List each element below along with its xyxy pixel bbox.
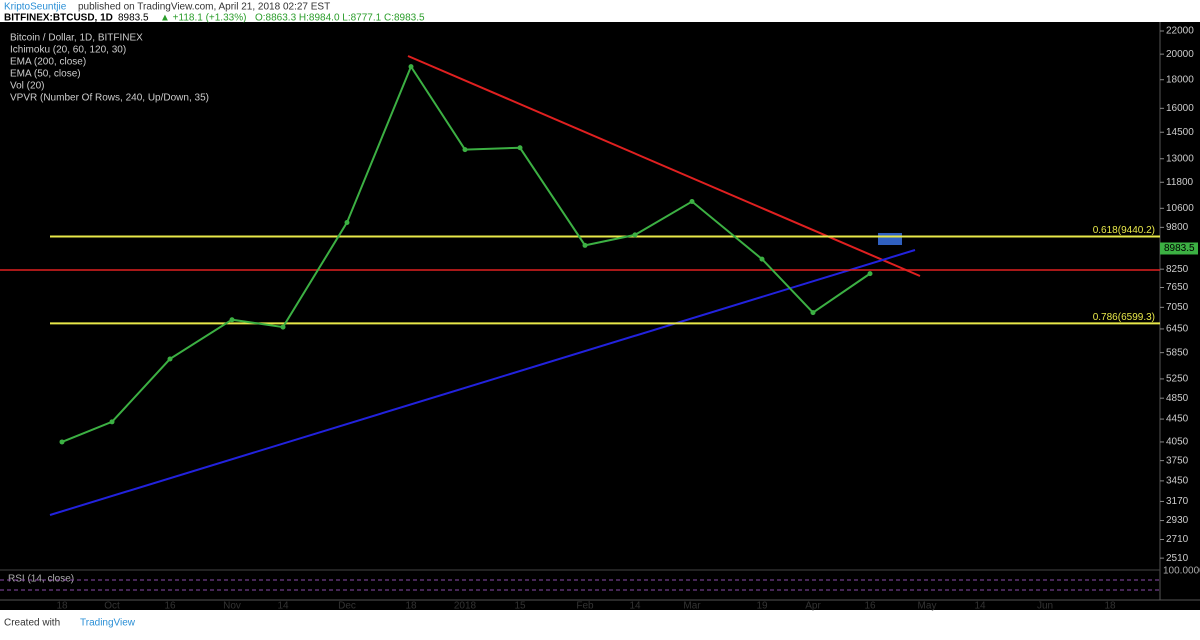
y-tick-label: 4850 [1166,393,1189,404]
price-point [759,256,765,262]
brand[interactable]: TradingView [80,618,136,629]
price-point [462,147,468,153]
y-tick-label: 8250 [1166,264,1189,275]
price-point [280,324,286,330]
y-tick-label: 14500 [1166,127,1194,138]
y-tick-label: 2510 [1166,553,1189,564]
y-tick-label: 18000 [1166,74,1194,85]
price-point [810,310,816,316]
price-point [632,232,638,238]
indicator: EMA (200, close) [10,57,86,68]
indicator: Vol (20) [10,81,44,92]
rsi-tick: 100.0000 [1163,566,1200,577]
published: published on TradingView.com, April 21, … [78,2,330,13]
y-tick-label: 22000 [1166,26,1194,37]
y-tick-label: 20000 [1166,49,1194,60]
x-tick-label: 2018 [454,601,477,612]
y-tick-label: 13000 [1166,153,1194,164]
y-tick-label: 3450 [1166,476,1189,487]
price-point [344,219,350,225]
y-tick-label: 3750 [1166,455,1189,466]
rsi-label: RSI (14, close) [8,574,74,585]
y-tick-label: 4050 [1166,437,1189,448]
x-tick-label: Nov [223,601,241,612]
x-tick-label: 15 [514,601,526,612]
indicator: Ichimoku (20, 60, 120, 30) [10,45,126,56]
last-price-label: 8983.5 [1164,243,1195,254]
x-tick-label: Dec [338,601,356,612]
trendline [407,55,921,277]
y-tick-label: 16000 [1166,103,1194,114]
x-tick-label: 14 [629,601,641,612]
y-tick-label: 10600 [1166,203,1194,214]
y-tick-label: 9800 [1166,222,1189,233]
change: ▲ +118.1 (+1.33%) [160,13,246,24]
x-tick-label: 16 [164,601,176,612]
target-box [878,233,902,245]
x-tick-label: Feb [576,601,594,612]
y-tick-label: 2710 [1166,534,1189,545]
x-tick-label: 18 [1104,601,1116,612]
x-tick-label: Mar [683,601,701,612]
price-point [109,419,115,425]
fib-label: 0.618(9440.2) [1093,225,1155,236]
symbol: BITFINEX:BTCUSD, 1D [4,13,113,24]
price-point [59,439,65,445]
ohlc: O:8863.3 H:8984.0 L:8777.1 C:8983.5 [255,13,425,24]
x-tick-label: 18 [56,601,68,612]
last: 8983.5 [118,13,149,24]
price-point [517,145,523,151]
fib-label: 0.786(6599.3) [1093,312,1155,323]
price-point [408,64,414,70]
x-tick-label: 19 [756,601,768,612]
last-price-tag [1160,242,1198,255]
y-tick-label: 4450 [1166,414,1189,425]
x-tick-label: 16 [864,601,876,612]
price-point [229,317,235,323]
indicator: EMA (50, close) [10,69,81,80]
y-tick-label: 3170 [1166,496,1189,507]
y-tick-label: 2930 [1166,515,1189,526]
y-tick-label: 11800 [1166,177,1194,188]
indicator: VPVR (Number Of Rows, 240, Up/Down, 35) [10,93,209,104]
x-tick-label: Jun [1037,601,1053,612]
x-tick-label: Oct [104,601,120,612]
y-tick-label: 7650 [1166,282,1189,293]
x-tick-label: Apr [805,601,821,612]
y-tick-label: 6450 [1166,324,1189,335]
author[interactable]: KriptoSeuntjie [4,2,67,13]
x-tick-label: May [918,601,937,612]
chart-title: Bitcoin / Dollar, 1D, BITFINEX [10,33,143,44]
price-point [689,199,695,205]
trendline [49,249,916,516]
chart-bg [0,22,1200,610]
price-point [867,271,873,277]
x-tick-label: 14 [974,601,986,612]
y-tick-label: 7050 [1166,302,1189,313]
y-tick-label: 5250 [1166,374,1189,385]
x-tick-label: 18 [405,601,417,612]
price-point [582,242,588,248]
created: Created with [4,618,60,629]
y-tick-label: 5850 [1166,347,1189,358]
price-point [167,356,173,362]
x-tick-label: 14 [277,601,289,612]
